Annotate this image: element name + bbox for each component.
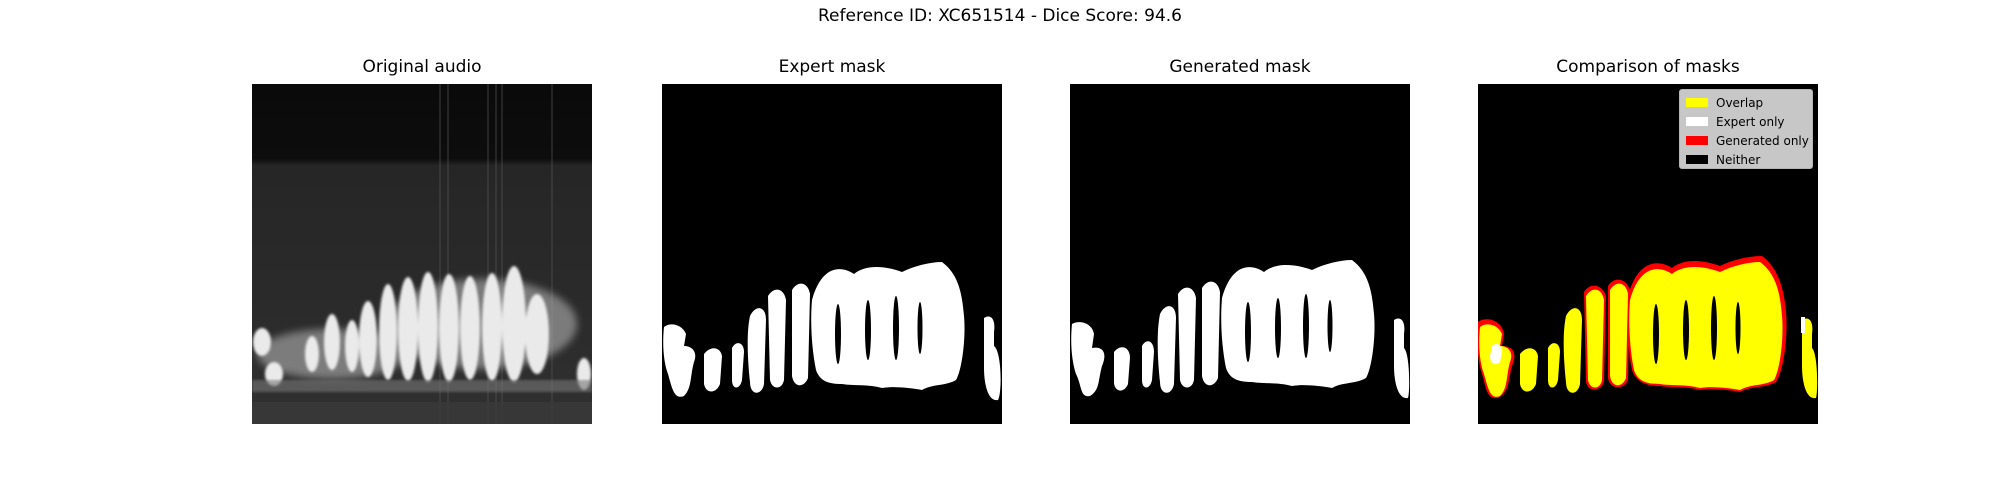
legend-label: Expert only <box>1716 114 1785 129</box>
panel-comparison: Comparison of masks <box>1478 57 1818 424</box>
panel-title: Expert mask <box>778 57 886 77</box>
comparison-mask-image <box>1478 84 1818 424</box>
legend-label: Neither <box>1716 152 1761 167</box>
legend-swatch <box>1686 155 1708 164</box>
spectrogram-image <box>252 84 592 424</box>
panel-title: Comparison of masks <box>1556 57 1740 77</box>
legend-item-neither: Neither <box>1686 150 1806 169</box>
panel-title: Generated mask <box>1169 57 1311 77</box>
generated-mask-image <box>1070 84 1410 424</box>
legend-label: Overlap <box>1716 95 1764 110</box>
legend-item-generated-only: Generated only <box>1686 131 1809 150</box>
legend: Overlap Expert only Generated only Neith… <box>1679 89 1813 169</box>
panel-expert-mask: Expert mask <box>662 57 1002 424</box>
legend-swatch <box>1686 117 1708 126</box>
legend-item-overlap: Overlap <box>1686 93 1806 112</box>
panel-original-audio: Original audio <box>252 57 592 424</box>
panel-title: Original audio <box>362 57 482 77</box>
legend-label: Generated only <box>1716 133 1809 148</box>
expert-mask-image <box>662 84 1002 424</box>
legend-swatch <box>1686 98 1708 107</box>
legend-item-expert-only: Expert only <box>1686 112 1806 131</box>
legend-swatch <box>1686 136 1708 145</box>
figure-title: Reference ID: XC651514 - Dice Score: 94.… <box>818 6 1182 26</box>
panel-generated-mask: Generated mask <box>1070 57 1410 424</box>
